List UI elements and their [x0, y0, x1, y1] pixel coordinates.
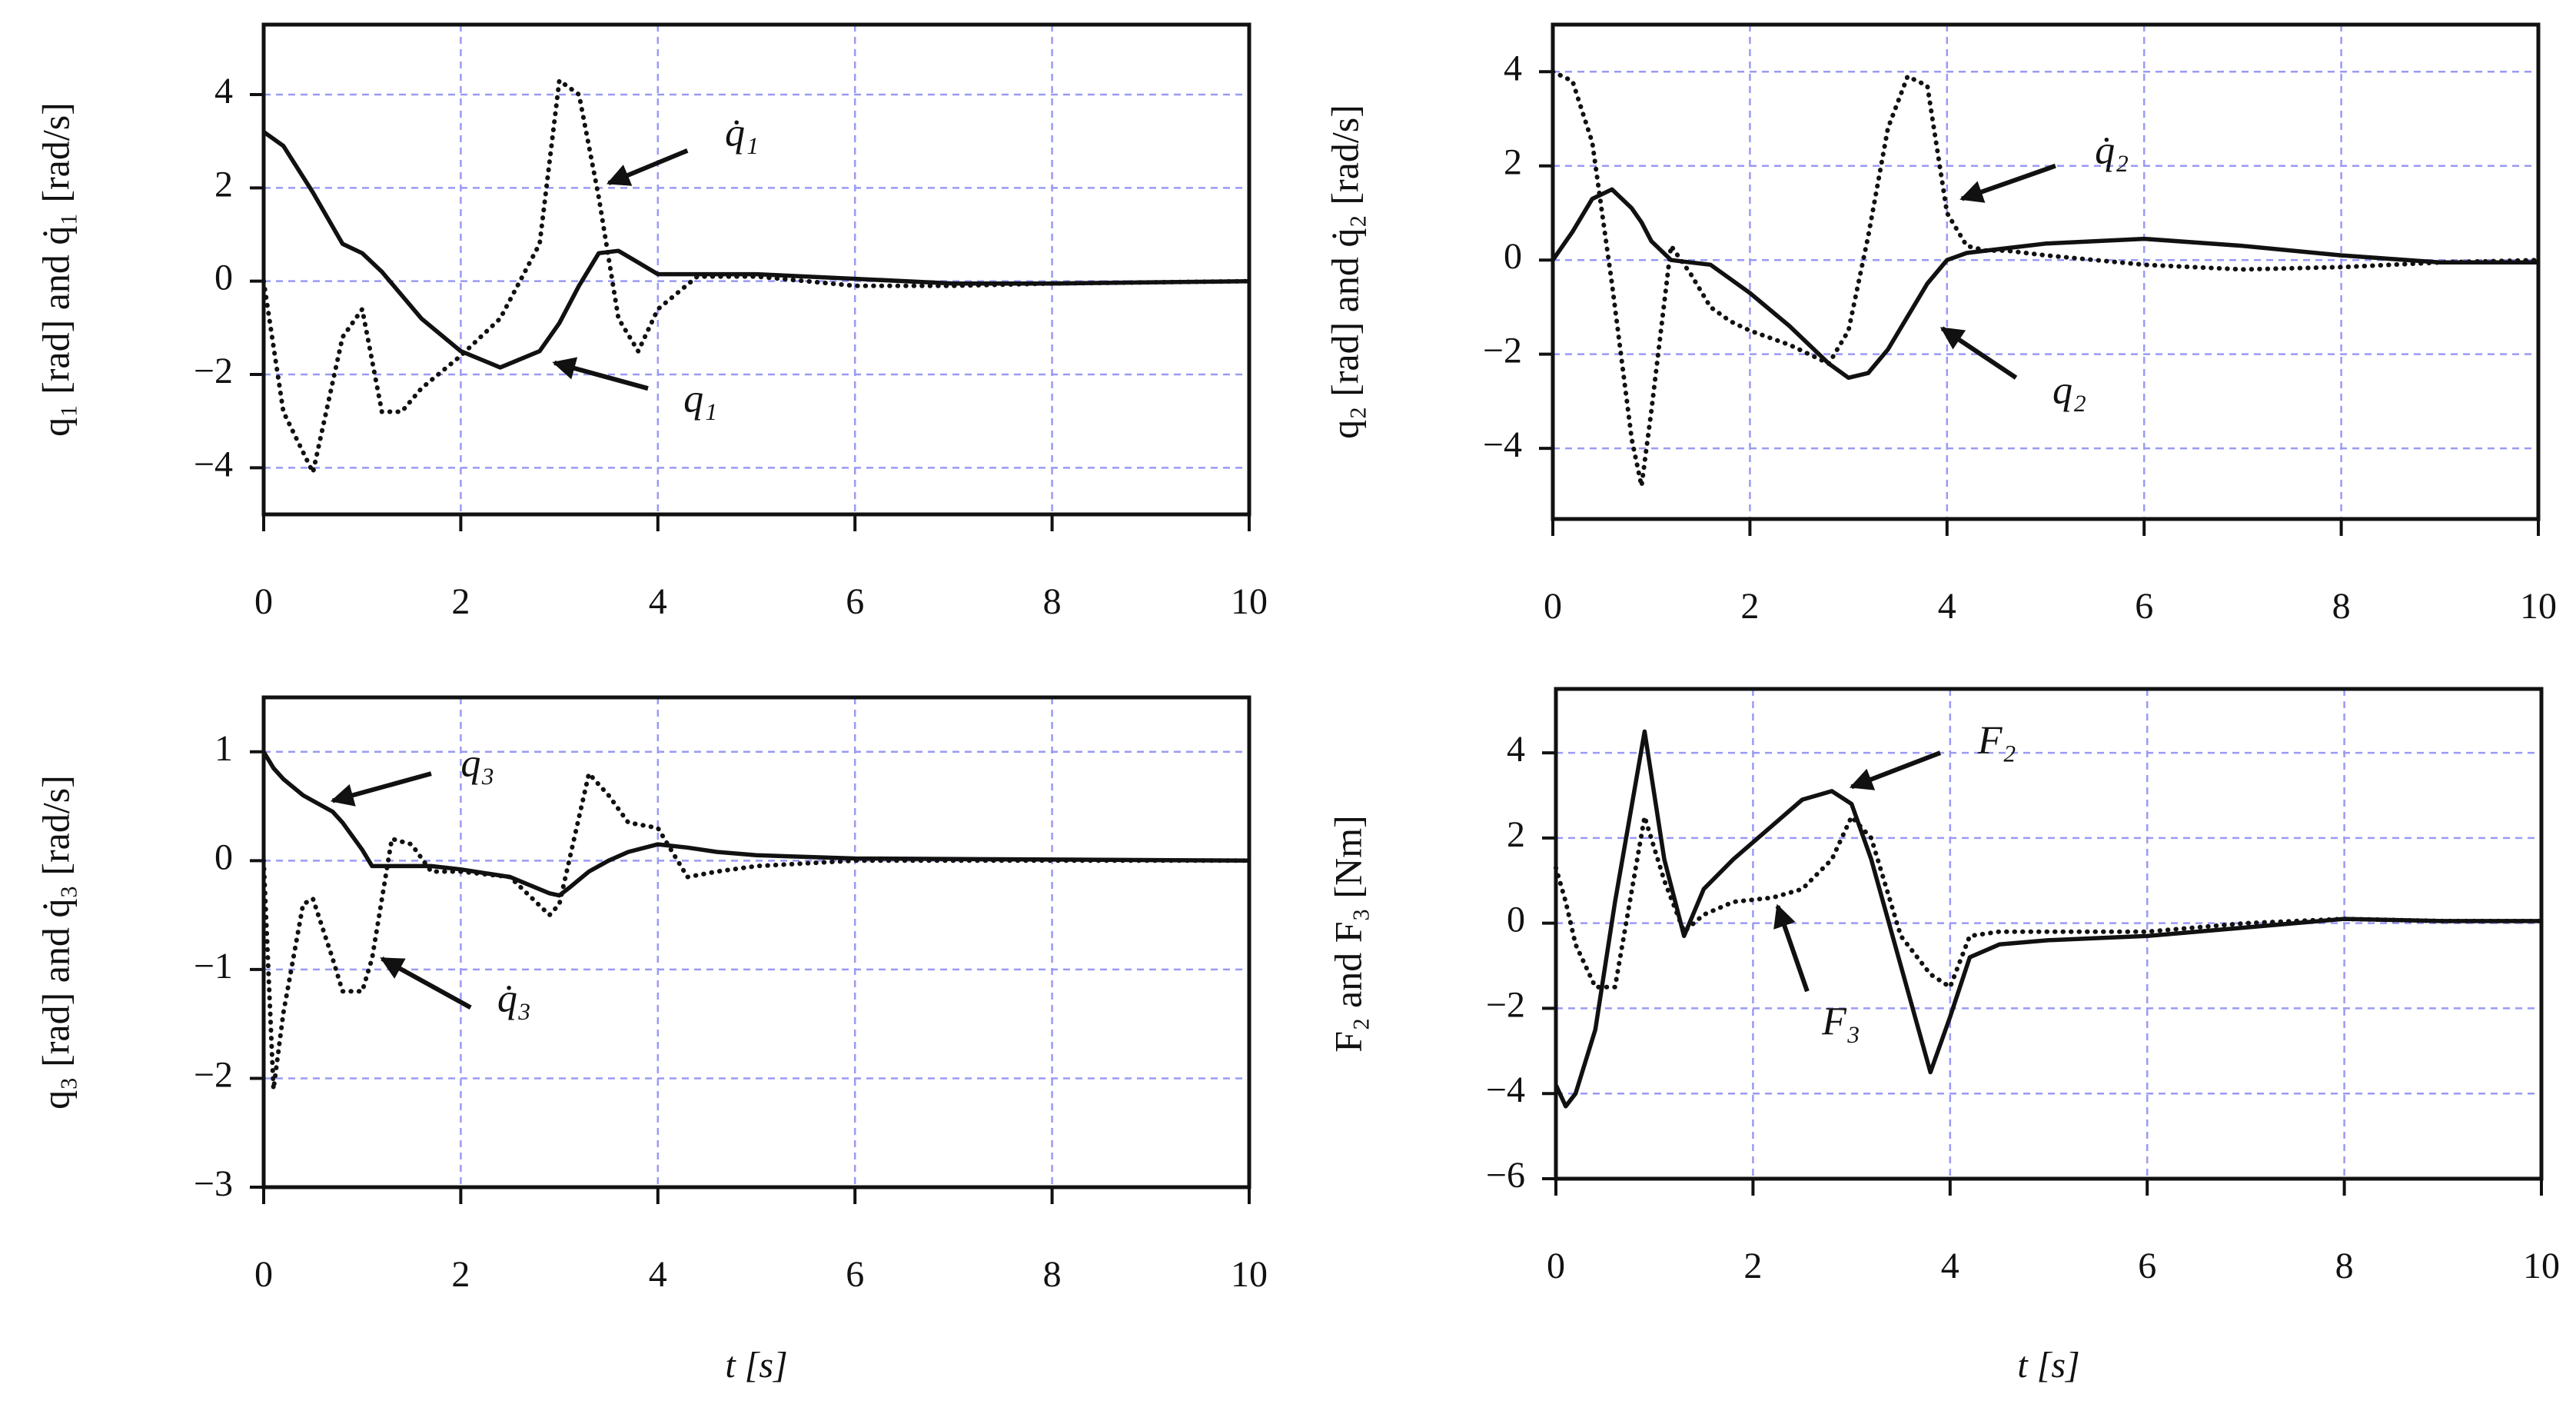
- y-tick-label: 4: [214, 71, 233, 111]
- x-tick-label: 10: [1231, 581, 1268, 622]
- y-tick-label: −6: [1486, 1155, 1525, 1196]
- y-tick-label: −4: [1486, 1070, 1525, 1110]
- series-annotation: q̇₁: [725, 111, 759, 155]
- x-tick-label: 2: [451, 1254, 470, 1295]
- series-line: [262, 130, 1250, 370]
- x-tick-label: 10: [2523, 1246, 2560, 1286]
- x-tick-label: 6: [2138, 1246, 2156, 1286]
- annotation-arrow: [1939, 326, 2018, 380]
- y-tick-label: −3: [194, 1163, 233, 1204]
- series-line: [1554, 814, 2544, 990]
- x-axis-label: t [s]: [2017, 1345, 2079, 1386]
- plot-frame: [1554, 687, 2544, 1181]
- x-tick-label: 4: [1938, 586, 1956, 627]
- x-tick-label: 0: [1547, 1246, 1565, 1286]
- x-tick-label: 10: [1231, 1254, 1268, 1295]
- x-tick-label: 2: [1740, 586, 1759, 627]
- series-line: [261, 771, 1251, 1092]
- x-tick-label: 0: [1544, 586, 1562, 627]
- panel: 0 2 4 6 8 10 −4 −2 0 2 4 q₁ [rad] and q̇₁ [rad/s] q₁…: [34, 22, 1268, 622]
- x-tick-label: 10: [2520, 586, 2557, 627]
- series-annotation: q₃: [460, 742, 494, 786]
- x-tick-label: 4: [1941, 1246, 1959, 1286]
- panel: 0 2 4 6 8 10 −4 −2 0 2 4 q₂ [rad] and q̇₂ [rad/s] q₂…: [1323, 22, 2557, 627]
- annotation-arrow: [1773, 903, 1810, 993]
- x-tick-label: 4: [649, 581, 667, 622]
- series-annotation: F₂: [1977, 719, 2016, 763]
- annotation-arrow: [1959, 163, 2056, 203]
- plot-frame: [261, 695, 1251, 1189]
- x-tick-label: 0: [254, 581, 273, 622]
- x-tick-label: 6: [2135, 586, 2153, 627]
- y-tick-label: −2: [1486, 984, 1525, 1025]
- x-tick-label: 0: [254, 1254, 273, 1295]
- y-tick-label: 0: [1504, 236, 1522, 277]
- y-tick-label: −4: [194, 444, 233, 484]
- y-tick-label: 0: [1507, 900, 1525, 940]
- x-tick-label: 4: [649, 1254, 667, 1295]
- y-axis-label: q₃ [rad] and q̇₃ [rad/s]: [34, 775, 77, 1110]
- y-tick-label: 1: [214, 728, 233, 769]
- x-tick-label: 6: [846, 581, 864, 622]
- plot-frame: [261, 22, 1251, 517]
- annotation-arrow: [1849, 750, 1942, 790]
- x-tick-label: 8: [2332, 586, 2351, 627]
- annotation-arrow: [606, 148, 689, 186]
- plot-frame: [1551, 22, 2541, 521]
- x-tick-label: 8: [2335, 1246, 2354, 1286]
- x-tick-label: 8: [1043, 1254, 1062, 1295]
- y-axis-label: F₂ and F₃ [Nm]: [1326, 815, 1369, 1052]
- x-tick-label: 2: [1743, 1246, 1762, 1286]
- x-tick-label: 6: [846, 1254, 864, 1295]
- y-axis-label: q₂ [rad] and q̇₂ [rad/s]: [1323, 105, 1366, 439]
- series-annotation: q₂: [2052, 369, 2086, 413]
- x-axis-label: t [s]: [725, 1345, 787, 1386]
- y-tick-label: 4: [1507, 729, 1525, 770]
- series-annotation: F₃: [1821, 1000, 1860, 1044]
- series-annotation: q̇₂: [2095, 128, 2129, 172]
- series-line: [1551, 187, 2538, 381]
- panel: 0 2 4 6 8 10 −3 −2 −1 0 1 q₃ [rad] and q̇₃ [rad/s] t…: [34, 695, 1268, 1386]
- series-line: [261, 78, 1251, 475]
- y-tick-label: 2: [214, 164, 233, 205]
- series-line: [1554, 729, 2541, 1109]
- series-line: [1551, 69, 2541, 489]
- y-tick-label: −1: [194, 946, 233, 986]
- y-tick-label: −2: [1483, 331, 1522, 371]
- y-tick-label: 0: [214, 258, 233, 298]
- y-tick-label: −4: [1483, 424, 1522, 465]
- series-line: [261, 750, 1250, 898]
- y-tick-label: −2: [194, 1054, 233, 1095]
- annotation-arrow: [380, 957, 472, 1010]
- panel: 0 2 4 6 8 10 −6 −4 −2 0 2 4 F₂ and F₃ [Nm] t [s] F₂ F₃: [1326, 687, 2560, 1386]
- annotation-arrow: [330, 771, 432, 807]
- y-axis-label: q₁ [rad] and q̇₁ [rad/s]: [34, 102, 77, 437]
- y-tick-label: 2: [1507, 814, 1525, 855]
- y-tick-label: 4: [1504, 48, 1522, 88]
- x-tick-label: 2: [451, 581, 470, 622]
- annotation-arrow: [552, 357, 649, 391]
- y-tick-label: 2: [1504, 142, 1522, 183]
- y-tick-label: −2: [194, 351, 233, 391]
- y-tick-label: 0: [214, 837, 233, 877]
- series-annotation: q̇₃: [497, 976, 531, 1020]
- series-annotation: q₁: [683, 377, 717, 421]
- x-tick-label: 8: [1043, 581, 1062, 622]
